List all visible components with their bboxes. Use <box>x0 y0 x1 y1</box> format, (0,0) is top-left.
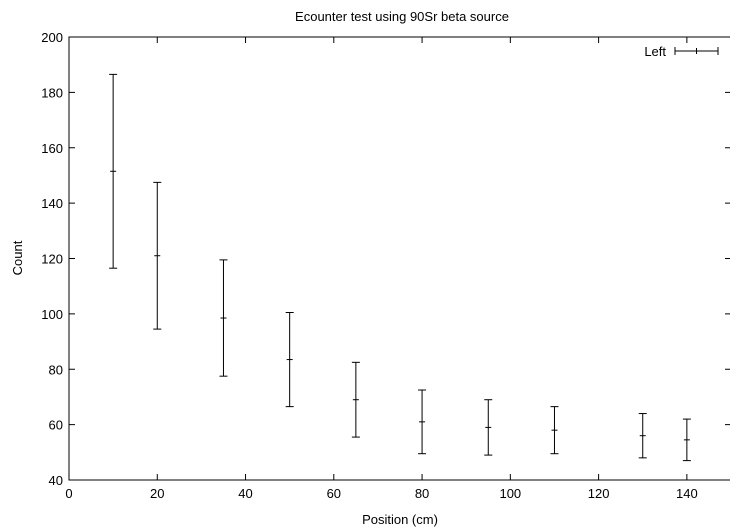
y-tick-label: 180 <box>41 85 63 100</box>
data-point <box>285 311 294 408</box>
legend: Left <box>644 44 719 59</box>
data-point <box>418 389 427 455</box>
data-point <box>550 406 559 455</box>
y-tick-label: 200 <box>41 30 63 45</box>
data-point <box>219 259 228 377</box>
data-point <box>638 413 647 459</box>
y-tick-label: 40 <box>49 473 63 488</box>
y-tick-label: 100 <box>41 307 63 322</box>
y-tick-label: 120 <box>41 252 63 267</box>
x-axis-label: Position (cm) <box>362 512 438 527</box>
x-axis: 0 20 40 60 80 100 120 140 <box>65 37 698 501</box>
x-tick-label: 20 <box>150 486 164 501</box>
x-tick-label: 40 <box>238 486 252 501</box>
y-tick-label: 80 <box>49 362 63 377</box>
data-point <box>153 181 162 330</box>
plot-frame <box>68 36 730 481</box>
y-tick-label: 60 <box>49 418 63 433</box>
series-left <box>109 73 691 462</box>
y-axis: 40 60 80 100 120 140 160 180 200 <box>41 30 730 488</box>
y-tick-label: 140 <box>41 196 63 211</box>
y-axis-label: Count <box>10 240 25 275</box>
y-tick-label: 160 <box>41 141 63 156</box>
data-point <box>484 399 493 456</box>
legend-label-left: Left <box>644 44 666 59</box>
data-point <box>351 361 360 438</box>
chart-title: Ecounter test using 90Sr beta source <box>295 9 509 24</box>
x-tick-label: 0 <box>65 486 72 501</box>
x-tick-label: 80 <box>415 486 429 501</box>
x-tick-label: 120 <box>588 486 610 501</box>
legend-swatch-left <box>674 47 719 55</box>
data-point <box>682 418 691 462</box>
data-point <box>109 73 118 269</box>
x-tick-label: 60 <box>327 486 341 501</box>
x-tick-label: 100 <box>499 486 521 501</box>
x-tick-label: 140 <box>676 486 698 501</box>
